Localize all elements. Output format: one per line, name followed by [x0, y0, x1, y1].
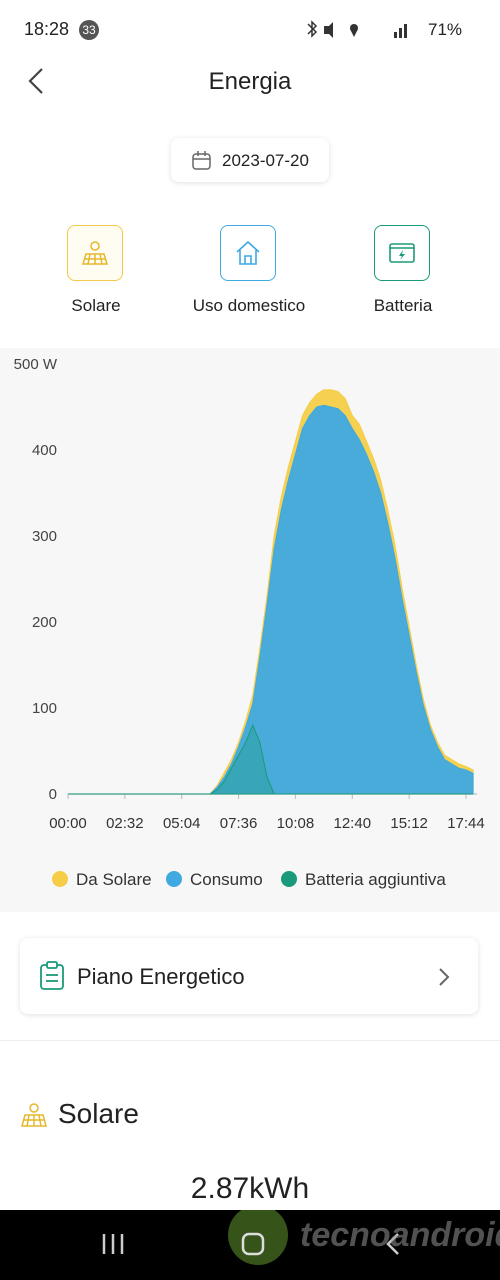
y-tick-label: 100	[32, 700, 57, 717]
x-tick-label: 07:36	[220, 815, 258, 832]
solar-icon	[81, 241, 109, 265]
tab-battery[interactable]	[374, 225, 430, 281]
nav-bar: tecnoandroid	[0, 1210, 500, 1280]
y-tick-label: 200	[32, 614, 57, 631]
x-tick-label: 10:08	[277, 815, 315, 832]
legend-label: Consumo	[190, 870, 263, 889]
area	[68, 404, 474, 795]
battery-level: 71%	[428, 20, 463, 39]
tab-label: Uso domestico	[192, 296, 306, 315]
y-tick-label: 300	[32, 528, 57, 545]
date-picker[interactable]: 2023-07-20	[171, 138, 329, 182]
tab-label: Solare	[71, 296, 121, 315]
legend-label: Batteria aggiuntiva	[305, 870, 446, 889]
calendar-icon	[192, 151, 211, 170]
y-tick-label: 400	[32, 442, 57, 459]
chevron	[439, 968, 450, 986]
status-icons	[307, 20, 407, 38]
home-icon	[236, 240, 260, 265]
x-tick-label: 00:00	[49, 815, 87, 832]
legend-marker	[166, 871, 182, 887]
tab-solar[interactable]	[67, 225, 123, 281]
legend-marker	[52, 871, 68, 887]
tab-label: Batteria	[373, 296, 433, 315]
divider	[0, 1040, 500, 1041]
notification-badge: 33	[79, 20, 99, 40]
chart: 0 100 200 300 400 500 W 00:00 02:32 05:04 07:36 10…	[0, 348, 500, 912]
nav-icons	[102, 1210, 399, 1265]
x-tick-label: 17:44	[447, 815, 485, 832]
plan-card[interactable]: Piano Energetico	[20, 938, 478, 1014]
x-tick-label: 15:12	[390, 815, 428, 832]
x-tick-label: 02:32	[106, 815, 144, 832]
battery-icon	[389, 243, 415, 263]
clipboard-icon	[40, 961, 64, 990]
date-text: 2023-07-20	[222, 151, 309, 170]
y-tick-label: 0	[49, 786, 57, 803]
plan-label: Piano Energetico	[77, 964, 245, 989]
x-tick-label: 12:40	[334, 815, 372, 832]
area	[68, 723, 474, 795]
legend-label: Da Solare	[76, 870, 152, 889]
section-title: Solare	[58, 1098, 139, 1129]
x-tick-label: 05:04	[163, 815, 201, 832]
section-icon	[21, 1103, 47, 1127]
y-tick-label: 500 W	[14, 356, 58, 373]
watermark: tecnoandroid	[300, 1216, 500, 1254]
legend-marker	[281, 871, 297, 887]
page-title: Energia	[208, 68, 292, 95]
section-value: 2.87kWh	[190, 1172, 310, 1205]
status-time: 18:28	[24, 19, 70, 39]
back-button[interactable]	[24, 66, 48, 96]
tab-home[interactable]	[220, 225, 276, 281]
